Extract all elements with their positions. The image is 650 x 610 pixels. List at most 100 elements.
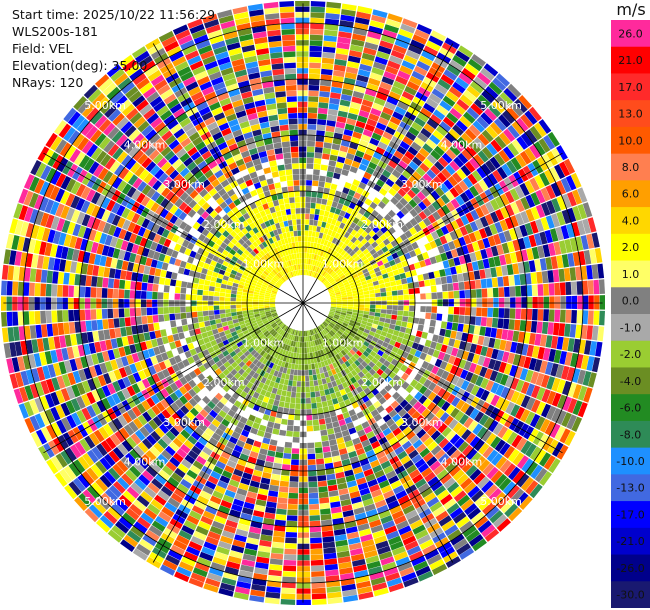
range-gate [391,285,398,291]
range-gate [303,330,306,337]
range-gate [360,533,373,543]
range-gate [271,547,284,554]
range-gate [260,389,267,396]
range-gate [155,515,169,528]
range-gate [202,250,210,258]
range-gate [198,436,208,446]
range-gate [436,398,446,408]
range-gate [506,484,520,499]
range-gate [154,268,162,277]
range-gate [284,441,292,448]
range-gate [364,198,373,206]
range-gate [327,287,333,291]
range-gate [278,491,289,499]
range-gate [376,249,384,256]
range-gate [202,446,213,456]
range-gate [165,461,177,472]
range-gate [419,447,431,458]
range-gate [50,244,58,258]
range-gate [504,253,512,265]
range-gate [155,354,164,363]
range-gate [242,378,250,386]
range-gate [420,127,432,139]
range-gate [275,514,287,521]
range-gate [352,217,360,225]
range-gate [123,170,134,183]
range-gate [309,247,313,254]
range-gate [402,316,409,322]
range-gate [38,445,50,461]
range-gate [439,360,448,370]
range-gate [489,510,504,524]
range-gate [489,370,499,382]
range-gate [45,283,52,297]
range-gate [332,421,340,428]
range-gate [576,310,583,324]
range-gate [270,410,277,418]
range-gate [468,534,484,547]
range-gate [438,515,452,527]
range-gate [197,289,203,296]
range-gate [541,321,549,335]
range-gate [356,477,367,486]
range-gate [414,373,423,382]
range-gate [103,511,118,525]
range-gate [311,587,326,594]
range-gate [260,477,271,485]
range-gate [215,360,223,368]
range-gate [56,375,66,389]
range-gate [53,258,61,271]
range-gate [156,260,164,269]
range-gate [251,445,261,454]
range-gate [367,334,374,340]
range-gate [313,254,317,260]
range-gate [123,251,131,262]
range-gate [163,285,170,293]
range-gate [247,274,254,279]
range-gate [293,375,298,381]
range-gate [331,512,343,520]
range-gate [459,192,470,203]
range-gate [309,214,315,220]
range-gate [23,282,30,296]
range-gate [220,288,226,293]
range-gate [455,195,465,206]
range-gate [174,313,181,320]
range-gate [66,386,76,400]
range-gate [369,20,385,29]
range-gate [309,270,313,277]
range-gate [337,337,344,344]
range-gate [444,363,453,373]
range-gate [467,173,478,185]
range-gate [458,315,465,324]
range-gate [211,520,225,530]
range-gate [346,531,360,540]
range-gate [113,308,119,318]
range-gate [67,429,79,444]
range-gate [272,536,285,543]
range-gate [274,284,280,289]
range-gate [457,273,464,282]
range-gate [573,338,581,353]
range-gate [427,347,435,356]
range-gate [296,381,301,387]
range-gate [278,322,284,328]
range-gate [207,400,216,410]
range-gate [22,237,31,252]
range-gate [266,501,277,509]
range-gate [401,278,408,285]
range-gate [310,23,324,30]
range-gate [231,544,245,554]
range-gate [137,414,148,426]
range-gate [355,575,370,584]
range-gate [218,331,226,338]
range-gate [346,422,355,430]
range-gate [206,269,214,276]
range-gate [117,217,126,228]
range-gate [378,396,387,405]
range-gate [418,211,427,220]
range-gate [353,276,360,282]
range-gate [411,70,425,81]
range-gate [334,288,340,292]
range-gate [304,364,309,370]
